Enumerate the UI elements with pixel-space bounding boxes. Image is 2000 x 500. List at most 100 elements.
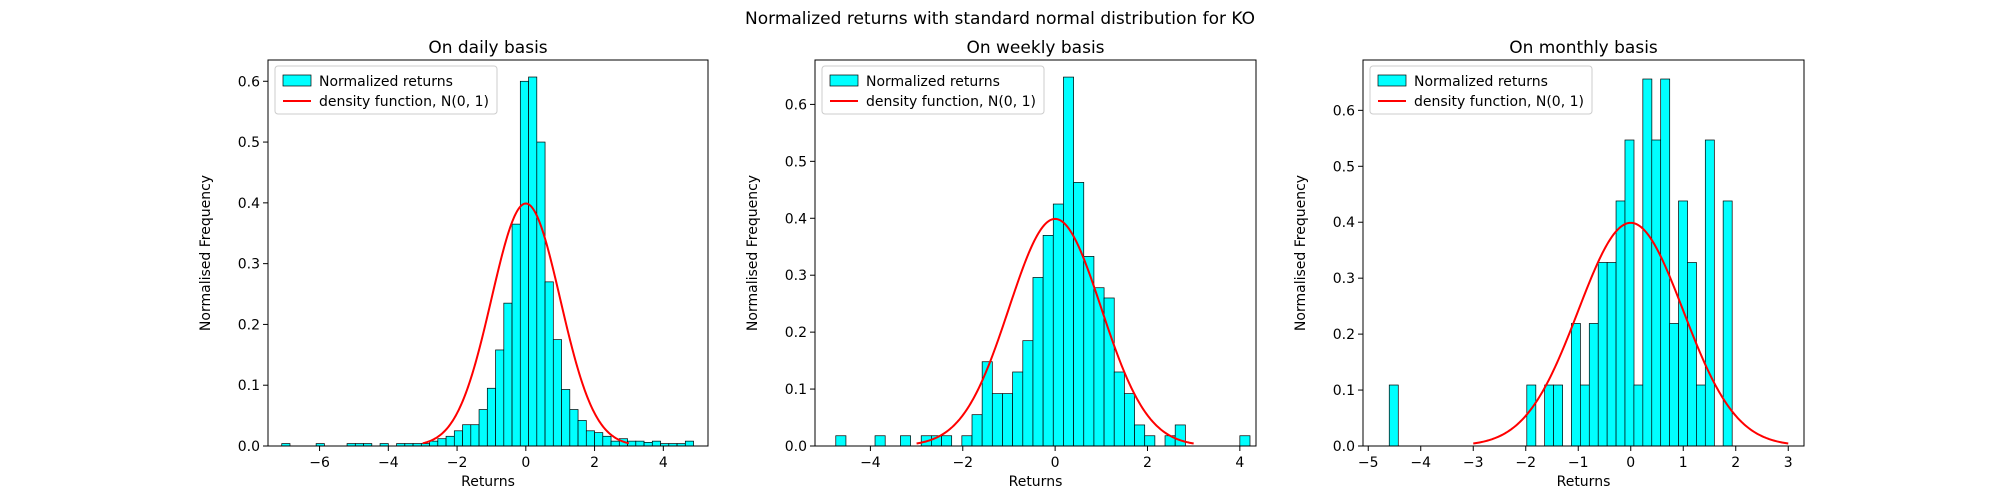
histogram-bar xyxy=(684,440,694,447)
histogram-bar xyxy=(1544,384,1555,447)
histogram-bar xyxy=(1651,139,1662,447)
histogram-bar xyxy=(991,393,1003,447)
legend-swatch-bars xyxy=(829,74,859,87)
histogram-bar xyxy=(971,414,983,447)
subplot-1: −6 −4 −2 0 2 4 0.0 0.1 0.2 0.3 0.4 0.5 0.6 On daily b… xyxy=(198,38,709,490)
legend-box xyxy=(274,65,498,115)
histogram-bar xyxy=(961,435,973,447)
legend-box xyxy=(1369,65,1593,115)
histogram-bar xyxy=(1669,323,1679,447)
histogram-bar xyxy=(1597,262,1608,447)
legend-swatch-bars xyxy=(282,74,312,87)
histogram-bar xyxy=(1002,393,1013,447)
histogram-bar xyxy=(519,80,529,447)
histogram-bar xyxy=(429,440,439,447)
histogram-bar xyxy=(462,424,472,447)
histogram-bar xyxy=(835,435,847,447)
histogram-bar xyxy=(1615,200,1626,447)
figure-suptitle: Normalized returns with standard normal … xyxy=(745,9,1255,29)
x-tick-label: 3 xyxy=(1784,455,1793,471)
histogram-bar xyxy=(594,432,604,447)
histogram-bar xyxy=(643,442,653,447)
legend-box xyxy=(821,65,1045,115)
y-tick-label: 0.5 xyxy=(1333,159,1355,175)
axes-frame xyxy=(814,59,1257,447)
histogram-bar xyxy=(470,424,480,447)
legend: Normalized returns density function, N(0,… xyxy=(1369,65,1593,115)
x-tick-label: 2 xyxy=(1143,455,1152,471)
y-axis-label: Normalised Frequency xyxy=(745,175,761,331)
histogram-bar xyxy=(1063,76,1074,447)
histogram-bar xyxy=(981,361,993,447)
histogram-bar xyxy=(1144,435,1156,447)
y-tick-label: 0.1 xyxy=(785,382,807,398)
y-tick-label: 0.4 xyxy=(785,211,807,227)
y-axis-label: Normalised Frequency xyxy=(1293,175,1309,331)
y-tick-label: 0.4 xyxy=(238,196,260,212)
axes-frame xyxy=(1362,59,1805,447)
histogram-bar xyxy=(1633,384,1644,447)
histogram-bar xyxy=(552,339,562,447)
histogram-bar xyxy=(528,76,538,447)
histogram-bar xyxy=(536,141,546,447)
y-tick-label: 0.1 xyxy=(1333,383,1355,399)
y-tick-label: 0.2 xyxy=(1333,327,1355,343)
y-tick-label: 0.3 xyxy=(238,257,260,273)
histogram-bar xyxy=(635,440,645,447)
legend-label-bars: Normalized returns xyxy=(1414,74,1548,90)
x-tick-label: −2 xyxy=(1515,455,1536,471)
y-tick-label: 0.1 xyxy=(238,378,260,394)
legend-swatch-bars xyxy=(1377,74,1407,87)
histogram-bar xyxy=(1134,424,1146,447)
legend-label-curve: density function, N(0, 1) xyxy=(319,94,489,110)
histogram-bar xyxy=(1642,78,1653,447)
histogram-bar xyxy=(1022,340,1034,447)
x-tick-label: −1 xyxy=(1568,455,1589,471)
histogram-bar xyxy=(1579,384,1590,447)
y-tick-label: 0.0 xyxy=(785,439,807,455)
x-tick-label: −2 xyxy=(447,455,468,471)
x-axis-label: Returns xyxy=(1557,474,1611,490)
histogram-bar xyxy=(1052,203,1064,447)
x-tick-label: 1 xyxy=(1679,455,1688,471)
histogram-bar xyxy=(602,435,612,447)
subplot-3: −5 −4 −3 −2 −1 0 1 2 3 0.0 0.1 0.2 0.3 0.4 0.5 0.6 On mo… xyxy=(1293,38,1805,490)
histogram-bar xyxy=(941,435,953,447)
legend: Normalized returns density function, N(0,… xyxy=(274,65,498,115)
y-tick-label: 0.3 xyxy=(1333,271,1355,287)
histogram-bar xyxy=(610,440,620,447)
histogram-bar xyxy=(486,387,496,447)
histogram-bar xyxy=(1113,371,1125,447)
density-curve xyxy=(1473,221,1789,445)
y-tick-label: 0.0 xyxy=(238,439,260,455)
histogram-bar xyxy=(445,435,455,447)
y-tick-label: 0.4 xyxy=(1333,215,1355,231)
y-tick-label: 0.5 xyxy=(785,154,807,170)
histogram-bar xyxy=(1704,139,1715,447)
histogram-bar xyxy=(1012,371,1024,447)
legend-label-bars: Normalized returns xyxy=(319,74,453,90)
histogram-bar xyxy=(1687,262,1697,447)
histogram-bar xyxy=(874,435,886,447)
x-tick-label: −4 xyxy=(1410,455,1431,471)
x-tick-label: −5 xyxy=(1358,455,1379,471)
histogram-bar xyxy=(1678,200,1688,447)
x-tick-label: −3 xyxy=(1463,455,1484,471)
subplot-title: On weekly basis xyxy=(966,38,1104,58)
histogram-bar xyxy=(1073,182,1085,447)
subplot-2: −4 −2 0 2 4 0.0 0.1 0.2 0.3 0.4 0.5 0.6 On weekly ba… xyxy=(745,38,1257,490)
histogram-bar xyxy=(1624,139,1635,447)
histogram-bar xyxy=(1588,323,1599,447)
y-tick-label: 0.2 xyxy=(785,325,807,341)
x-tick-label: −4 xyxy=(378,455,399,471)
x-tick-label: −2 xyxy=(952,455,973,471)
histogram-bar xyxy=(1239,435,1251,447)
legend: Normalized returns density function, N(0,… xyxy=(821,65,1045,115)
legend-label-curve: density function, N(0, 1) xyxy=(1414,94,1584,110)
histogram-bar xyxy=(651,440,661,447)
x-tick-label: 0 xyxy=(521,455,530,471)
x-tick-label: 4 xyxy=(659,455,668,471)
histogram-bar xyxy=(561,389,571,447)
